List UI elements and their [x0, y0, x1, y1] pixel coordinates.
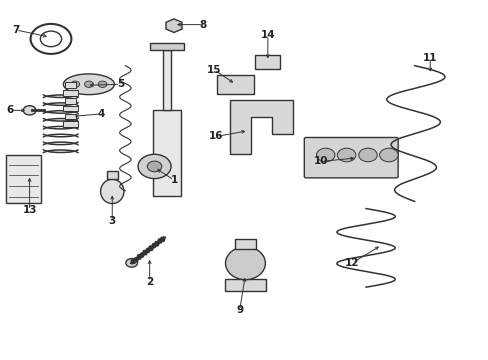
FancyBboxPatch shape: [304, 138, 397, 178]
Text: 11: 11: [422, 53, 437, 63]
Ellipse shape: [138, 154, 171, 179]
Bar: [234, 239, 256, 249]
Text: 2: 2: [146, 277, 153, 287]
Bar: [6, 155, 41, 203]
Ellipse shape: [101, 179, 123, 203]
Bar: [149, 43, 183, 50]
Bar: [217, 75, 253, 94]
Ellipse shape: [147, 161, 162, 172]
Circle shape: [98, 81, 107, 87]
Bar: [224, 279, 265, 291]
Circle shape: [84, 81, 93, 87]
Bar: [63, 106, 78, 111]
Text: 9: 9: [236, 305, 243, 315]
Circle shape: [125, 258, 137, 267]
Ellipse shape: [225, 247, 265, 280]
Bar: [163, 50, 170, 110]
Ellipse shape: [63, 74, 114, 95]
Bar: [64, 113, 76, 119]
Text: 4: 4: [97, 109, 104, 119]
Text: 13: 13: [22, 205, 37, 215]
Text: 7: 7: [12, 25, 20, 35]
Circle shape: [316, 148, 334, 162]
Text: 16: 16: [209, 131, 223, 141]
Text: 15: 15: [207, 65, 221, 75]
Polygon shape: [229, 100, 292, 154]
Text: 5: 5: [117, 79, 124, 89]
Circle shape: [358, 148, 376, 162]
Bar: [152, 110, 181, 196]
Bar: [64, 82, 76, 88]
Bar: [63, 90, 78, 96]
Text: 14: 14: [260, 30, 275, 40]
Bar: [64, 98, 76, 104]
Bar: [107, 171, 117, 179]
Text: 3: 3: [108, 216, 116, 226]
Text: 1: 1: [170, 175, 177, 185]
Text: 10: 10: [313, 157, 328, 166]
Bar: [255, 55, 280, 68]
Circle shape: [23, 106, 36, 115]
Circle shape: [71, 81, 80, 87]
Bar: [63, 121, 78, 127]
Text: 8: 8: [199, 19, 206, 30]
Text: 12: 12: [345, 258, 359, 268]
Text: 6: 6: [6, 105, 14, 115]
Circle shape: [379, 148, 397, 162]
Circle shape: [337, 148, 355, 162]
